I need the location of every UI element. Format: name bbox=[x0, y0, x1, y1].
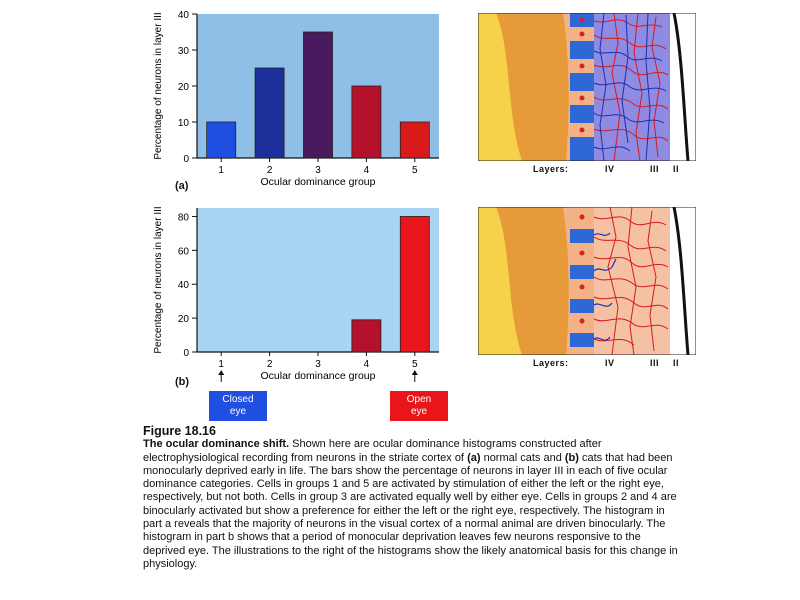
caption-body: The ocular dominance shift. Shown here a… bbox=[143, 438, 683, 571]
open-eye-text-1: Open bbox=[406, 394, 432, 405]
figure-caption: Figure 18.16 The ocular dominance shift.… bbox=[143, 424, 683, 571]
layer-iv-label: IV bbox=[605, 164, 615, 174]
x-tick-label-4: 4 bbox=[364, 165, 370, 176]
caption-text-1: Shown here are ocular dominance histogra… bbox=[143, 438, 602, 464]
cortex-layers-diagram-a bbox=[477, 12, 697, 162]
layers-label: Layers: bbox=[533, 358, 569, 368]
y-tick-label: 20 bbox=[178, 314, 190, 325]
figure-title: The ocular dominance shift. bbox=[143, 438, 290, 451]
x-tick-label-5: 5 bbox=[412, 359, 418, 370]
y-tick-label: 30 bbox=[178, 46, 190, 57]
bar-group-1 bbox=[206, 121, 237, 159]
closed-eye-text-1: Closed bbox=[222, 394, 254, 405]
y-axis-label: Percentage of neurons in layer III bbox=[153, 12, 164, 159]
x-axis-label: Ocular dominance group bbox=[261, 176, 376, 188]
y-tick-label: 10 bbox=[178, 118, 190, 129]
x-tick-label-4: 4 bbox=[364, 359, 370, 370]
bar-group-5 bbox=[399, 121, 430, 159]
cortex-illustration-b bbox=[477, 206, 697, 360]
plot-background bbox=[197, 208, 439, 352]
y-axis-label: Percentage of neurons in layer III bbox=[153, 206, 164, 353]
panel-label-b: (b) bbox=[175, 376, 190, 388]
layer-ii-label: II bbox=[673, 164, 680, 174]
cortex-layers-diagram-b bbox=[477, 206, 697, 356]
y-tick-label: 80 bbox=[178, 212, 190, 223]
closed-eye-text-2: eye bbox=[229, 406, 247, 417]
bar-group-5 bbox=[399, 216, 430, 353]
figure-number: Figure 18.16 bbox=[143, 424, 216, 438]
y-tick-label: 40 bbox=[178, 280, 190, 291]
x-tick-label-3: 3 bbox=[315, 165, 321, 176]
caption-text-2: normal cats and bbox=[480, 451, 565, 464]
x-tick-label-1: 1 bbox=[218, 165, 224, 176]
y-tick-label: 0 bbox=[183, 348, 189, 359]
open-eye-label: Open eye bbox=[390, 391, 448, 421]
bar-group-3 bbox=[303, 31, 333, 159]
bar-group-4 bbox=[351, 319, 382, 353]
x-axis-label: Ocular dominance group bbox=[261, 370, 376, 382]
caption-marker-a: (a) bbox=[467, 451, 481, 464]
bar-group-4 bbox=[351, 85, 382, 159]
y-tick-label: 0 bbox=[183, 154, 189, 165]
layer-iv-label: IV bbox=[605, 358, 615, 368]
x-tick-label-2: 2 bbox=[267, 165, 273, 176]
x-tick-label-1: 1 bbox=[218, 359, 224, 370]
panel-label-a: (a) bbox=[175, 180, 189, 192]
bar-group-2 bbox=[254, 67, 285, 159]
layer-ii-label: II bbox=[673, 358, 680, 368]
caption-text-3: cats that had been monocularly deprived … bbox=[143, 451, 678, 570]
x-tick-label-2: 2 bbox=[267, 359, 273, 370]
cortex-illustration-a bbox=[477, 12, 697, 166]
eye-arrow-head bbox=[218, 370, 225, 375]
eye-arrow-head bbox=[411, 370, 418, 375]
y-tick-label: 20 bbox=[178, 82, 190, 93]
histogram-b: 0 20 40 60 80 1 2 3 4 5 Ocular dominance group Perc… bbox=[143, 200, 463, 385]
layers-legend-b: Layers: IV III II bbox=[533, 358, 703, 370]
caption-marker-b: (b) bbox=[564, 451, 579, 464]
layers-label: Layers: bbox=[533, 164, 569, 174]
histogram-a: 0 10 20 30 40 1 2 3 4 5 Ocular dominance group Perc… bbox=[143, 6, 463, 191]
layer-iii-label: III bbox=[650, 164, 660, 174]
x-tick-label-5: 5 bbox=[412, 165, 418, 176]
y-tick-label: 60 bbox=[178, 246, 190, 257]
y-tick-label: 40 bbox=[178, 10, 190, 21]
layers-legend-a: Layers: IV III II bbox=[533, 164, 703, 176]
x-tick-label-3: 3 bbox=[315, 359, 321, 370]
closed-eye-label: Closed eye bbox=[209, 391, 267, 421]
histogram-a-svg: 0 10 20 30 40 1 2 3 4 5 Ocular dominance group Perc… bbox=[153, 10, 439, 188]
open-eye-text-2: eye bbox=[410, 406, 428, 417]
layer-iii-label: III bbox=[650, 358, 660, 368]
histogram-b-svg: 0 20 40 60 80 1 2 3 4 5 Ocular dominance group Perc… bbox=[153, 206, 439, 382]
